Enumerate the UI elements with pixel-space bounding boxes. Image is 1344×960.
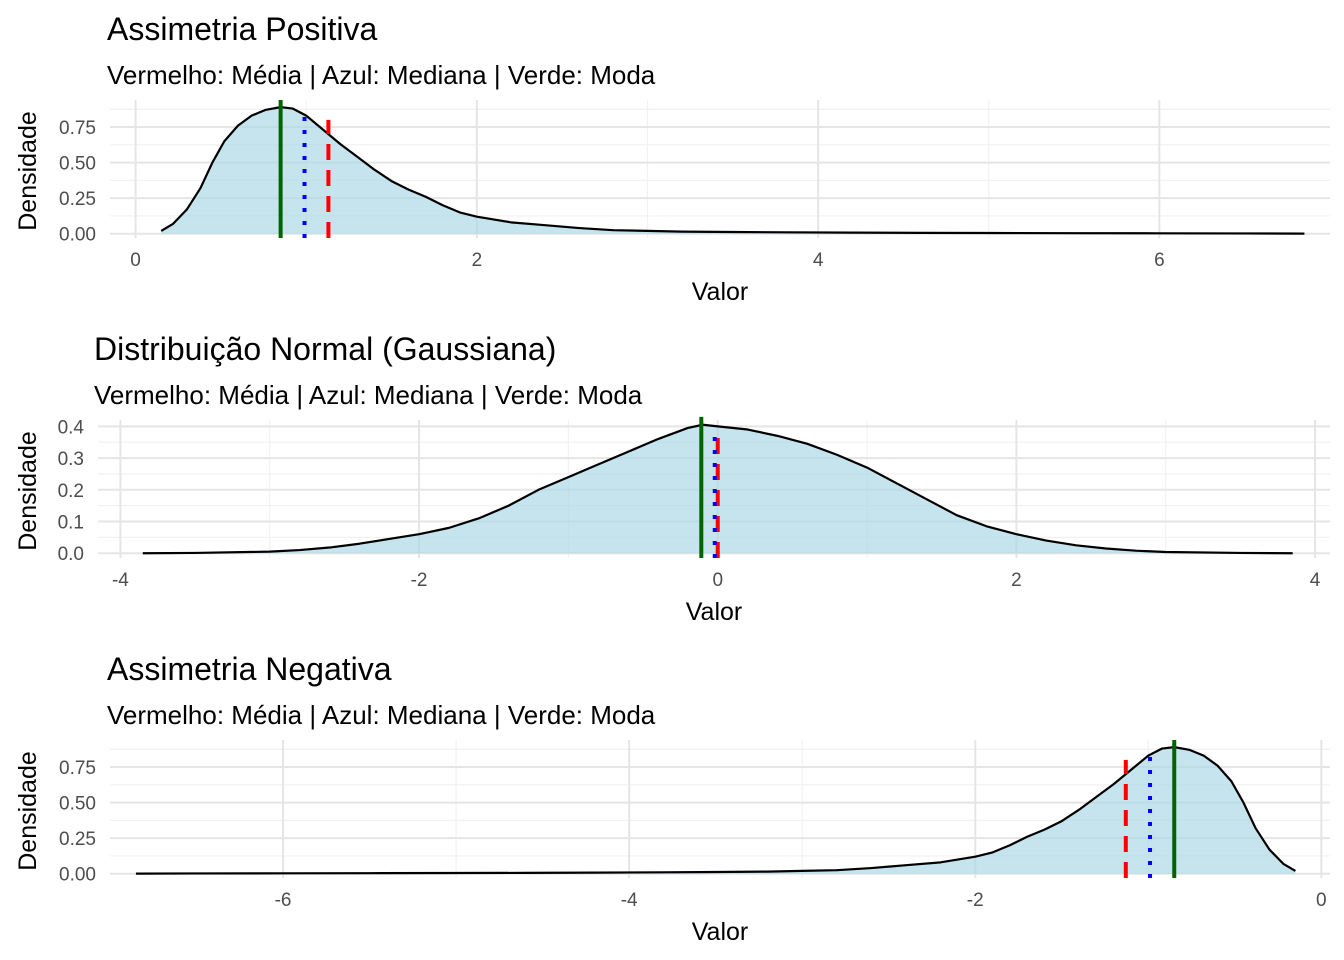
y-tick-label: 0.0: [58, 544, 84, 565]
y-tick-label: 0.75: [59, 118, 96, 139]
x-tick-label: -6: [275, 890, 292, 911]
panel-1: Assimetria Positiva Vermelho: Média | Azu…: [14, 11, 1330, 306]
y-tick-label: 0.00: [59, 225, 96, 246]
chart-subtitle: Vermelho: Média | Azul: Mediana | Verde:…: [107, 700, 656, 730]
x-axis-title: Valor: [692, 278, 749, 306]
x-tick-label: 4: [1310, 570, 1321, 591]
x-tick-label: -4: [621, 890, 638, 911]
panel-3: Assimetria Negativa Vermelho: Média | Azu…: [14, 651, 1330, 946]
y-axis-title: Densidade: [14, 751, 42, 871]
y-tick-label: 0.00: [59, 865, 96, 886]
density-area: [142, 424, 1293, 554]
x-tick-label: -4: [112, 570, 129, 591]
density-line: [135, 746, 1296, 875]
x-tick-label: 0: [1316, 890, 1327, 911]
y-tick-label: 0.50: [59, 794, 96, 815]
density-area: [161, 107, 1305, 234]
x-axis-title: Valor: [686, 598, 743, 626]
x-tick-label: 2: [1011, 570, 1022, 591]
y-axis-title: Densidade: [14, 431, 42, 551]
x-tick-label: -2: [411, 570, 428, 591]
x-tick-label: 0: [130, 250, 141, 271]
chart-title: Distribuição Normal (Gaussiana): [94, 331, 556, 367]
density-line: [142, 423, 1293, 555]
y-tick-label: 0.4: [58, 417, 85, 438]
panel-2: Distribuição Normal (Gaussiana) Vermelho:…: [14, 331, 1330, 626]
chart-title: Assimetria Negativa: [107, 651, 392, 687]
x-axis-title: Valor: [692, 918, 749, 946]
y-tick-label: 0.50: [59, 154, 96, 175]
x-tick-label: -2: [967, 890, 984, 911]
x-tick-label: 2: [472, 250, 483, 271]
chart-subtitle: Vermelho: Média | Azul: Mediana | Verde:…: [94, 380, 643, 410]
density-area: [135, 747, 1296, 874]
y-tick-label: 0.25: [59, 189, 96, 210]
y-axis-title: Densidade: [14, 111, 42, 231]
x-tick-label: 6: [1154, 250, 1165, 271]
y-tick-label: 0.1: [58, 513, 84, 534]
density-line: [160, 106, 1305, 235]
y-tick-label: 0.2: [58, 481, 84, 502]
y-tick-label: 0.25: [59, 829, 96, 850]
y-tick-label: 0.75: [59, 758, 96, 779]
x-tick-label: 4: [813, 250, 824, 271]
x-tick-label: 0: [712, 570, 723, 591]
chart-subtitle: Vermelho: Média | Azul: Mediana | Verde:…: [107, 60, 656, 90]
y-tick-label: 0.3: [58, 449, 84, 470]
chart-title: Assimetria Positiva: [107, 11, 378, 47]
